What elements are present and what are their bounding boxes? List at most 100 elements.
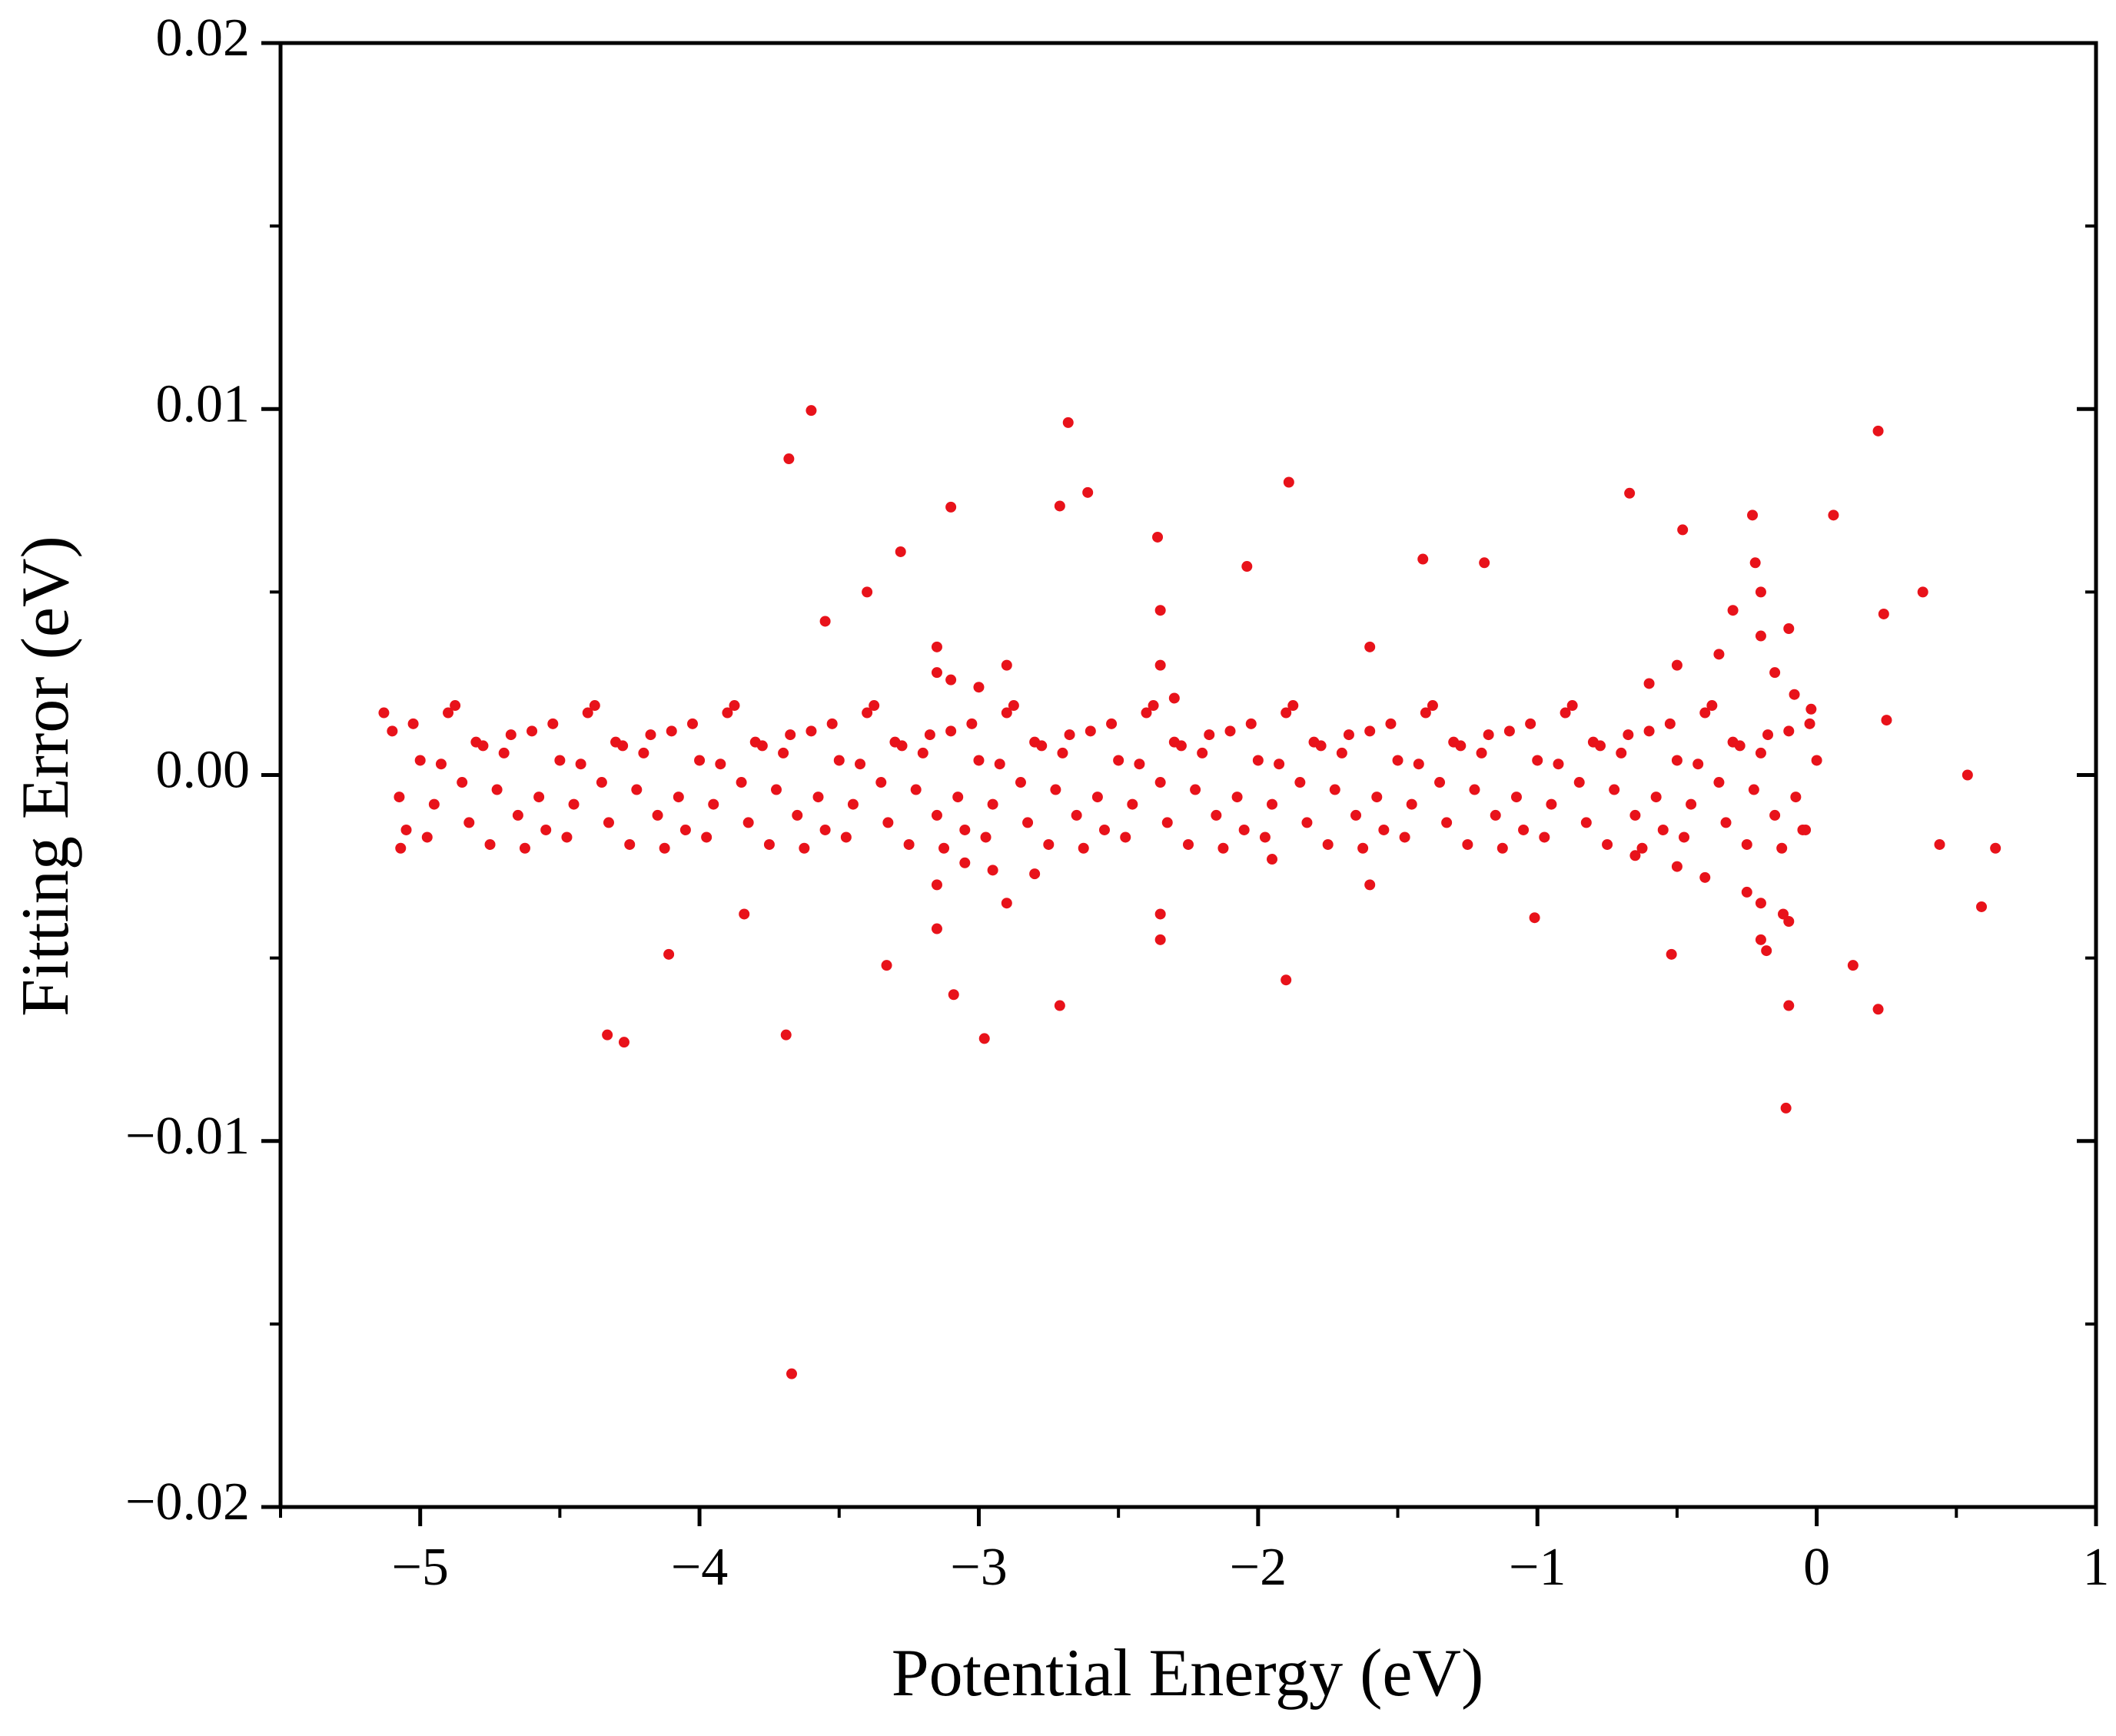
data-point bbox=[1224, 725, 1236, 737]
data-point bbox=[1741, 886, 1752, 898]
data-point bbox=[435, 758, 447, 770]
data-point bbox=[1769, 667, 1781, 679]
data-point bbox=[1385, 718, 1397, 729]
data-point bbox=[1085, 725, 1096, 737]
data-point bbox=[1427, 700, 1438, 712]
data-point bbox=[1050, 784, 1061, 795]
data-point bbox=[1706, 700, 1718, 712]
data-point bbox=[1161, 817, 1173, 828]
data-point bbox=[948, 989, 959, 1001]
data-point bbox=[1054, 1000, 1065, 1011]
data-point bbox=[1364, 641, 1376, 652]
data-point bbox=[1152, 531, 1164, 543]
data-point bbox=[812, 792, 824, 803]
data-point bbox=[1154, 777, 1166, 788]
data-point bbox=[1287, 700, 1299, 712]
data-point bbox=[1734, 740, 1746, 752]
data-point bbox=[1699, 707, 1711, 719]
data-point bbox=[862, 707, 873, 719]
data-point bbox=[484, 838, 496, 850]
data-point bbox=[1141, 707, 1152, 719]
data-point bbox=[1503, 725, 1515, 737]
data-point bbox=[1281, 974, 1292, 986]
data-point bbox=[1211, 809, 1222, 821]
data-point bbox=[1671, 659, 1683, 671]
data-point bbox=[1629, 850, 1641, 861]
data-point bbox=[1057, 747, 1068, 758]
data-point bbox=[917, 747, 928, 758]
data-point bbox=[708, 798, 719, 810]
x-axis-title: Potential Energy (eV) bbox=[892, 1636, 1484, 1711]
data-point bbox=[1629, 809, 1641, 821]
data-point bbox=[1392, 755, 1403, 766]
data-point bbox=[1001, 898, 1012, 909]
data-point bbox=[715, 758, 726, 770]
data-point bbox=[1686, 798, 1697, 810]
data-point bbox=[527, 725, 538, 737]
data-point bbox=[722, 707, 733, 719]
data-point bbox=[1001, 659, 1012, 671]
data-point bbox=[931, 923, 942, 934]
data-point bbox=[1671, 861, 1683, 872]
data-point bbox=[924, 729, 935, 741]
data-point bbox=[1778, 908, 1789, 920]
data-point bbox=[1800, 824, 1812, 835]
data-point bbox=[931, 667, 942, 679]
data-point bbox=[1811, 755, 1822, 766]
data-point bbox=[1539, 831, 1550, 843]
data-point bbox=[1805, 703, 1817, 715]
data-point bbox=[785, 729, 796, 741]
data-point bbox=[659, 842, 670, 854]
data-point bbox=[1749, 557, 1761, 569]
data-point bbox=[645, 729, 656, 741]
data-point bbox=[1406, 798, 1417, 810]
data-point bbox=[1525, 718, 1536, 729]
data-point bbox=[1881, 715, 1892, 726]
y-tick-label: −0.01 bbox=[125, 1107, 250, 1166]
data-point bbox=[1054, 500, 1065, 512]
data-point bbox=[1378, 824, 1390, 835]
data-point bbox=[457, 777, 468, 788]
data-point bbox=[1029, 868, 1041, 880]
data-point bbox=[1417, 553, 1429, 565]
data-point bbox=[1350, 809, 1362, 821]
data-point bbox=[1413, 758, 1424, 770]
data-point bbox=[1624, 487, 1636, 499]
data-point bbox=[806, 405, 817, 417]
data-point bbox=[505, 729, 517, 741]
data-point bbox=[736, 777, 747, 788]
data-point bbox=[1609, 784, 1620, 795]
data-point bbox=[1976, 901, 1988, 912]
data-point bbox=[1713, 777, 1725, 788]
data-point bbox=[1134, 758, 1145, 770]
data-point bbox=[978, 1033, 990, 1044]
data-point bbox=[952, 792, 964, 803]
data-point bbox=[931, 809, 942, 821]
data-point bbox=[1657, 824, 1669, 835]
data-point bbox=[1546, 798, 1557, 810]
data-point bbox=[666, 725, 677, 737]
data-point bbox=[1747, 510, 1759, 521]
data-point bbox=[1741, 838, 1752, 850]
y-tick-label: 0.02 bbox=[156, 8, 251, 68]
data-point bbox=[1727, 605, 1739, 616]
x-tick-label: −2 bbox=[1230, 1538, 1287, 1597]
data-point bbox=[1671, 755, 1683, 766]
data-point bbox=[1441, 817, 1453, 828]
data-point bbox=[1602, 838, 1613, 850]
data-point bbox=[1790, 792, 1802, 803]
data-point bbox=[1761, 945, 1772, 957]
data-point bbox=[395, 842, 407, 854]
data-point bbox=[987, 798, 998, 810]
data-point bbox=[378, 707, 390, 719]
data-point bbox=[512, 809, 523, 821]
data-point bbox=[945, 501, 957, 513]
plot-frame bbox=[278, 41, 2098, 1509]
data-point bbox=[1804, 718, 1815, 729]
data-point bbox=[547, 718, 559, 729]
data-point bbox=[1755, 630, 1766, 642]
data-point bbox=[959, 857, 971, 868]
data-point bbox=[1283, 476, 1294, 488]
data-point bbox=[973, 755, 985, 766]
